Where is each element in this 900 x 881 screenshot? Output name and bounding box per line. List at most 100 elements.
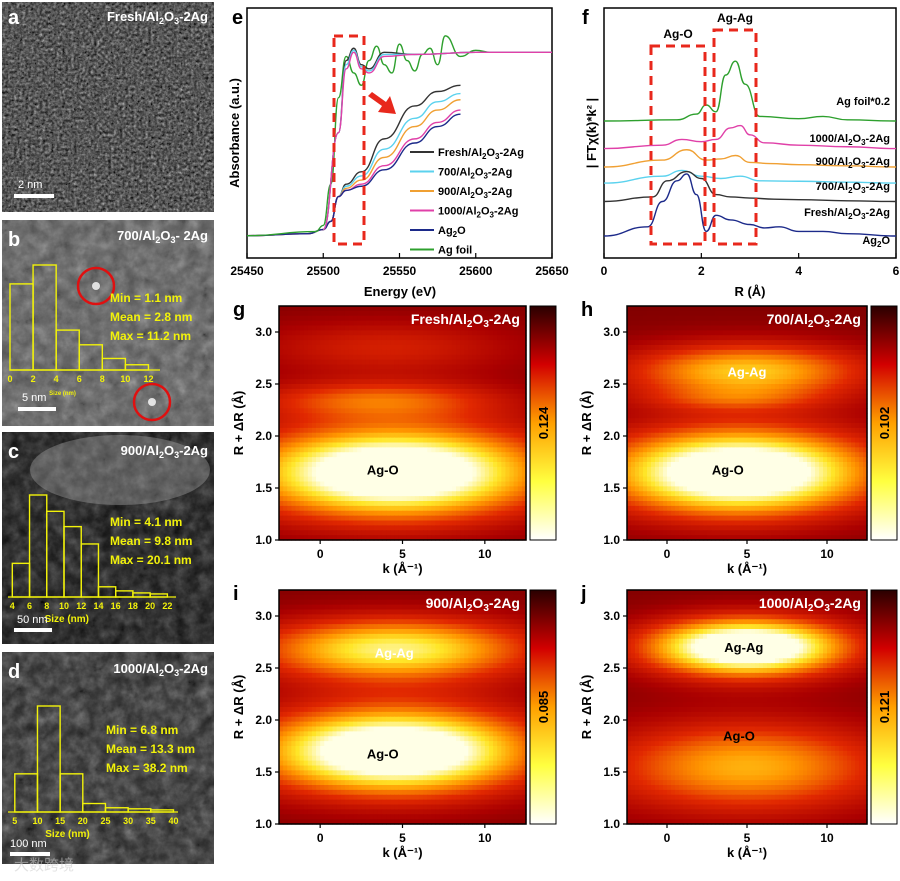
heatmap-cell — [328, 413, 333, 418]
heatmap-cell — [783, 330, 788, 335]
y-tick-label: 3.0 — [255, 325, 272, 339]
heatmap-cell — [514, 418, 519, 423]
heatmap-cell — [699, 379, 704, 384]
heatmap-cell — [771, 433, 776, 438]
heatmap-cell — [831, 394, 836, 399]
heatmap-cell — [855, 365, 860, 370]
heatmap-cell — [386, 374, 391, 379]
heatmap-cell — [337, 433, 342, 438]
heatmap-cell — [468, 491, 473, 496]
heatmap-cell — [485, 404, 490, 409]
heatmap-cell — [394, 345, 399, 350]
scale-bar-d — [10, 852, 50, 856]
heatmap-cell — [460, 462, 465, 467]
heatmap-cell — [839, 428, 844, 433]
heatmap-cell — [345, 482, 350, 487]
heatmap-cell — [755, 379, 760, 384]
heatmap-cell — [320, 316, 325, 321]
heatmap-cell — [485, 467, 490, 472]
heatmap-cell — [361, 311, 366, 316]
heatmap-cell — [316, 521, 321, 526]
heatmap-cell — [671, 311, 676, 316]
heatmap-cell — [460, 365, 465, 370]
heatmap-cell — [497, 452, 502, 457]
heatmap-cell — [333, 365, 338, 370]
heatmap-cell — [398, 330, 403, 335]
heatmap-cell — [295, 496, 300, 501]
heatmap-cell — [440, 423, 445, 428]
heatmap-cell — [320, 477, 325, 482]
heatmap-cell — [799, 399, 804, 404]
heatmap-cell — [639, 394, 644, 399]
heatmap-cell — [361, 447, 366, 452]
heatmap-cell — [663, 330, 668, 335]
heatmap-cell — [855, 399, 860, 404]
heatmap-cell — [390, 496, 395, 501]
heatmap-cell — [659, 345, 664, 350]
heatmap-cell — [345, 496, 350, 501]
heatmap-cell — [743, 408, 748, 413]
heatmap-cell — [456, 486, 461, 491]
heatmap-cell — [464, 345, 469, 350]
heatmap-cell — [839, 452, 844, 457]
heatmap-cell — [427, 486, 432, 491]
heatmap-cell — [287, 321, 292, 326]
heatmap-cell — [823, 447, 828, 452]
heatmap-cell — [312, 384, 317, 389]
heatmap-cell — [333, 418, 338, 423]
heatmap-cell — [510, 452, 515, 457]
heatmap-cell — [448, 477, 453, 482]
heatmap-cell — [382, 511, 387, 516]
heatmap-cell — [394, 491, 399, 496]
heatmap-cell — [755, 384, 760, 389]
heatmap-cell — [444, 482, 449, 487]
heatmap-cell — [357, 438, 362, 443]
heatmap-cell — [300, 443, 305, 448]
heatmap-cell — [460, 404, 465, 409]
heatmap-cell — [489, 462, 494, 467]
heatmap-cell — [333, 379, 338, 384]
heatmap-cell — [775, 447, 780, 452]
heatmap-cell — [407, 369, 412, 374]
heatmap-cell — [374, 394, 379, 399]
heatmap-cell — [747, 399, 752, 404]
heatmap-cell — [390, 482, 395, 487]
heatmap-cell — [419, 491, 424, 496]
heatmap-cell — [707, 360, 712, 365]
heatmap-cell — [419, 506, 424, 511]
heatmap-cell — [328, 472, 333, 477]
heatmap-cell — [444, 447, 449, 452]
heatmap-cell — [345, 374, 350, 379]
heatmap-cell — [415, 525, 420, 530]
heatmap-cell — [464, 404, 469, 409]
heatmap-cell — [398, 384, 403, 389]
heatmap-cell — [345, 530, 350, 535]
heatmap-cell — [501, 477, 506, 482]
heatmap-cell — [711, 335, 716, 340]
heatmap-cell — [489, 394, 494, 399]
heatmap-cell — [663, 355, 668, 360]
heatmap-cell — [767, 335, 772, 340]
heatmap-cell — [291, 404, 296, 409]
heatmap-cell — [460, 355, 465, 360]
heatmap-cell — [427, 423, 432, 428]
heatmap-cell — [287, 316, 292, 321]
heatmap-cell — [353, 438, 358, 443]
heatmap-cell — [819, 355, 824, 360]
heatmap-cell — [349, 384, 354, 389]
heatmap-cell — [687, 321, 692, 326]
heatmap-cell — [423, 384, 428, 389]
heatmap-cell — [489, 433, 494, 438]
heatmap-cell — [440, 486, 445, 491]
heatmap-cell — [715, 374, 720, 379]
heatmap-cell — [771, 423, 776, 428]
heatmap-cell — [659, 389, 664, 394]
heatmap-cell — [349, 350, 354, 355]
heatmap-cell — [695, 443, 700, 448]
heatmap-cell — [791, 384, 796, 389]
heatmap-cell — [481, 477, 486, 482]
heatmap-cell — [687, 413, 692, 418]
heatmap-cell — [663, 360, 668, 365]
heatmap-cell — [333, 423, 338, 428]
heatmap-cell — [394, 433, 399, 438]
